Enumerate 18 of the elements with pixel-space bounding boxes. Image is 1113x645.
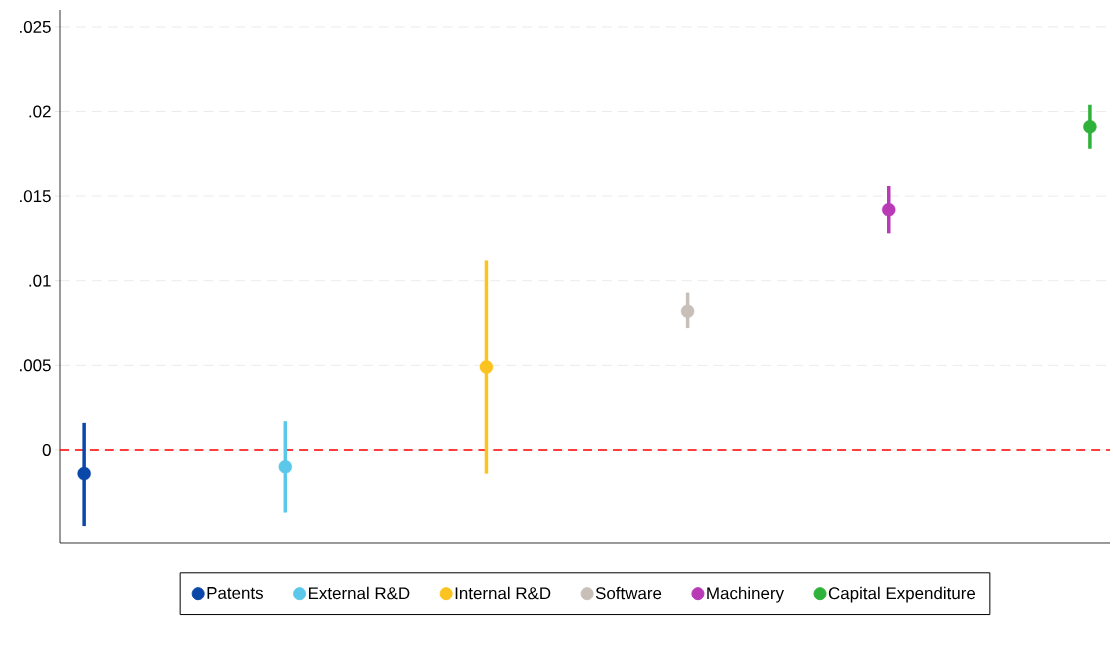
legend-label: Internal R&D [455,586,551,600]
point [278,460,292,474]
y-tick-label: .01 [29,274,51,287]
legend-label: Machinery [707,586,784,603]
point [680,304,695,318]
legend-label: Patents [207,587,263,599]
y-tick-label: .025 [20,20,51,33]
point [77,466,91,481]
point [479,360,494,374]
legend-label: Software [595,586,662,600]
point [882,202,896,217]
legend-label: External R&D [308,586,410,600]
legend-label: Capital Expenditure [828,586,976,603]
y-tick-label: .005 [20,359,51,372]
point [1083,120,1097,134]
y-tick-label: .02 [29,105,51,118]
y-tick-label: .015 [20,190,51,203]
y-tick-label: 0 [42,443,51,456]
